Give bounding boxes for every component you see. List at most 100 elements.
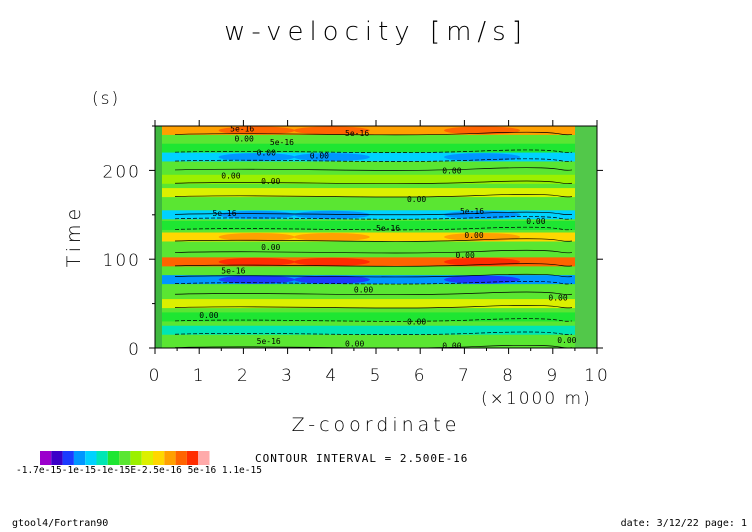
heat-band: [155, 268, 597, 278]
x-axis-unit: (×1000 m): [481, 389, 592, 409]
heat-band-fill: [155, 299, 597, 309]
contour-line: [174, 211, 573, 216]
heat-band: [155, 152, 597, 162]
heat-band-fill: [155, 152, 597, 162]
heat-band: [155, 174, 597, 184]
contour-label: 5e-16: [212, 209, 236, 218]
colorbar-swatch: [130, 451, 142, 465]
contour-label: 0.00: [456, 251, 475, 260]
edge-strip-right: [575, 126, 597, 348]
contour-label: 0.00: [261, 243, 280, 252]
edge-strip-left: [155, 126, 162, 348]
y-axis: 0 100 200: [103, 125, 603, 360]
x-tick-label: 7: [458, 366, 471, 386]
y-tick-label: 100: [103, 251, 141, 271]
contour-label: 0.00: [221, 172, 240, 181]
heat-peak: [218, 275, 295, 284]
heat-band-fill: [155, 188, 597, 198]
heat-band-fill: [155, 220, 597, 230]
contour-interval: CONTOUR INTERVAL = 2.500E-16: [255, 452, 468, 465]
contour-line: [174, 180, 573, 185]
heat-peak: [293, 233, 370, 241]
colorbar-swatch: [62, 451, 74, 465]
x-axis-label: Z-coordinate: [292, 414, 461, 436]
heat-band: [155, 143, 597, 153]
colorbar-swatch: [164, 451, 176, 465]
heat-band: [155, 325, 597, 335]
footer-right: date: 3/12/22 page: 1: [621, 518, 747, 529]
contour-label: 5e-16: [460, 207, 484, 216]
contour-line: [174, 273, 573, 278]
colorbar-swatch: [153, 451, 165, 465]
heat-band-fill: [155, 244, 597, 254]
heat-peak: [293, 275, 370, 284]
contour-label: 5e-16: [221, 267, 245, 276]
contour-label: 0.00: [199, 311, 218, 320]
contour-label: 0.00: [407, 195, 426, 204]
heat-band: [155, 161, 597, 171]
x-tick-label: 8: [502, 366, 515, 386]
heat-band: [155, 188, 597, 198]
heat-peak: [293, 126, 370, 135]
heat-band-fill: [155, 325, 597, 335]
contour-line: [174, 249, 573, 254]
contour-label: 5e-16: [270, 138, 294, 147]
heat-band: [155, 312, 597, 322]
heat-band-fill: [155, 339, 597, 349]
colorbar-swatch: [141, 451, 153, 465]
x-tick-label: 1: [193, 366, 206, 386]
heat-band: [155, 339, 597, 349]
contour-line: [174, 263, 573, 267]
contour-line: [174, 331, 573, 336]
contour-label: 0.00: [442, 341, 461, 350]
heat-band-fill: [155, 125, 597, 135]
heat-peak: [293, 153, 370, 162]
colorbar-swatch: [96, 451, 108, 465]
contour-line: [174, 281, 573, 285]
contour-label: 0.00: [548, 293, 567, 302]
x-axis: 0 1 2 3 4 5 6 7 8 9 10: [149, 120, 610, 386]
x-tick-label: 5: [370, 366, 383, 386]
contour-label: 0.00: [261, 177, 280, 186]
heat-peak: [218, 153, 295, 162]
y-axis-unit: (s): [92, 89, 120, 109]
contour-line: [174, 318, 573, 322]
colorbar-swatch: [119, 451, 131, 465]
contour-line: [174, 131, 573, 136]
contour-label: 0.00: [310, 151, 329, 160]
contour-label: 0.00: [407, 317, 426, 326]
x-tick-label: 4: [325, 366, 338, 386]
heat-peak: [218, 210, 295, 219]
contour-line: [174, 149, 573, 153]
heat-peak: [218, 257, 295, 266]
footer-left: gtool4/Fortran90: [12, 518, 108, 529]
heat-peak: [293, 257, 370, 266]
heat-band-fill: [155, 275, 597, 285]
x-tick-label: 3: [281, 366, 294, 386]
heat-band-fill: [155, 312, 597, 322]
contour-line: [174, 158, 573, 162]
heat-band-fill: [155, 174, 597, 184]
heat-band: [155, 125, 597, 135]
colorbar-swatch: [175, 451, 187, 465]
colorbar-swatch: [107, 451, 120, 465]
contour-line: [174, 305, 573, 309]
contour-line: [174, 238, 573, 242]
heat-band: [155, 257, 597, 267]
heat-band-fill: [155, 257, 597, 267]
heat-band: [155, 285, 597, 295]
colorbar-swatch: [40, 451, 52, 465]
heat-peak: [293, 210, 370, 219]
contour-label: 0.00: [354, 285, 373, 294]
contour-label: 5e-16: [376, 224, 400, 233]
contour-line: [174, 194, 573, 198]
heat-band: [155, 299, 597, 309]
contour-line: [174, 291, 573, 296]
colorbar-swatch: [85, 451, 97, 465]
heat-band-fill: [155, 268, 597, 278]
y-tick-label: 200: [103, 162, 141, 182]
colorbar-swatch: [186, 451, 199, 465]
x-tick-label: 10: [584, 366, 610, 386]
plot-area: 5e-16 5e-16 0.00 5e-16 0.00 0.00 0.00 0.00 0.00 0…: [154, 125, 598, 350]
